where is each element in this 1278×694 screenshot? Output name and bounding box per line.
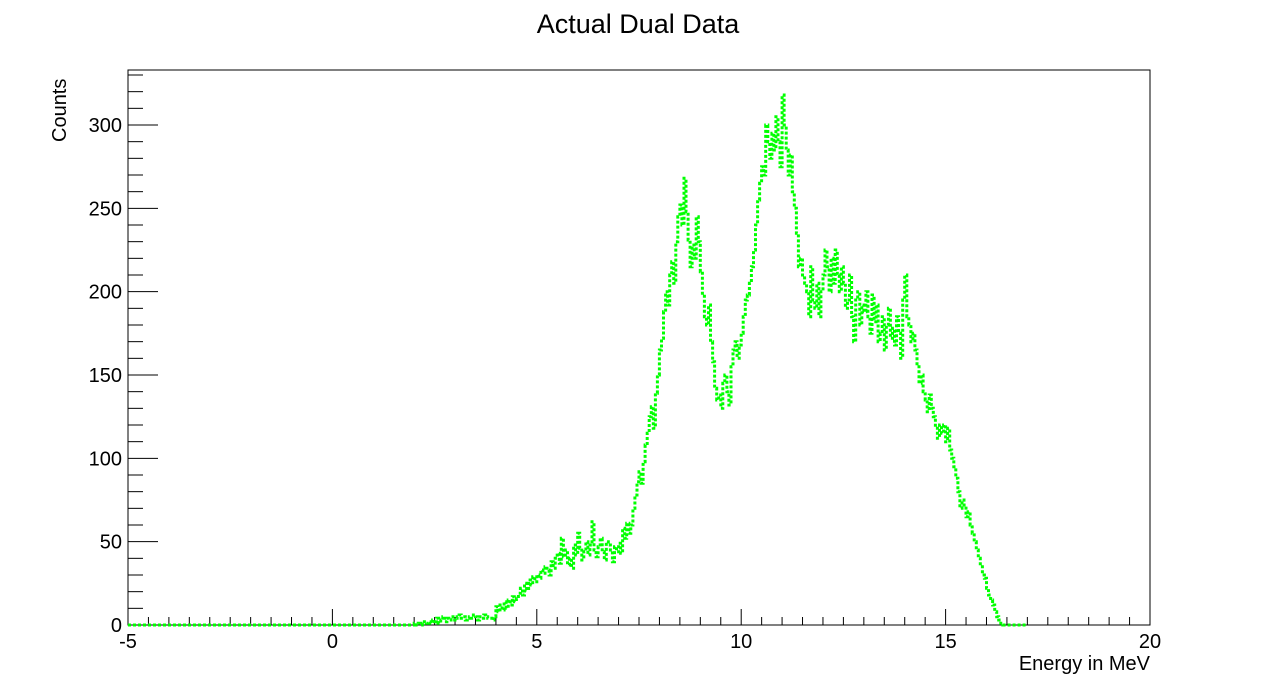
x-tick-label: -5 — [119, 631, 137, 653]
y-tick-label: 0 — [111, 615, 122, 637]
x-axis: -5 0 5 10 15 20 — [119, 609, 1161, 653]
y-tick-label: 100 — [89, 448, 122, 470]
x-axis-label: Energy in MeV — [1019, 653, 1151, 675]
y-tick-label: 250 — [89, 198, 122, 220]
x-tick-label: 0 — [327, 631, 338, 653]
plot-frame — [127, 69, 1151, 626]
y-tick-label: 150 — [89, 365, 122, 387]
y-tick-label: 50 — [100, 532, 122, 554]
y-axis-label: Counts — [49, 79, 71, 142]
x-tick-label: 10 — [730, 631, 752, 653]
x-tick-label: 5 — [531, 631, 542, 653]
x-tick-label: 20 — [1139, 631, 1161, 653]
y-tick-label: 200 — [89, 282, 122, 304]
y-axis: 0 50 100 150 200 250 300 — [89, 74, 158, 637]
histogram-series-line — [128, 93, 1028, 627]
chart-title: Actual Dual Data — [537, 9, 741, 39]
y-tick-label: 300 — [89, 115, 122, 137]
x-tick-label: 15 — [934, 631, 956, 653]
